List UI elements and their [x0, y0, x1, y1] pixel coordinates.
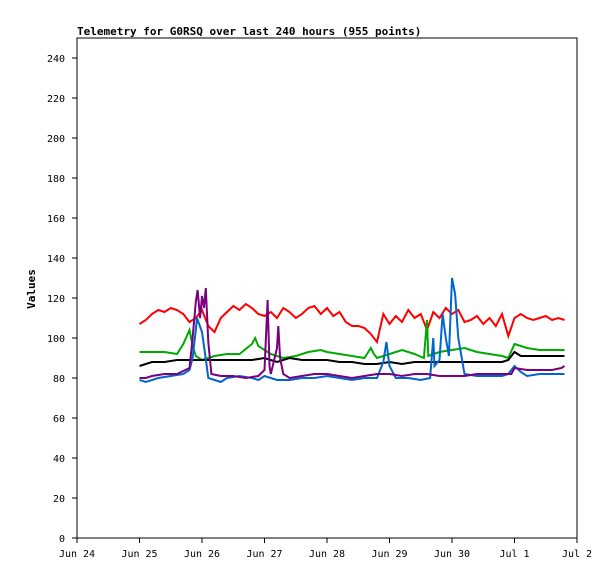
- y-tick-label: 80: [53, 374, 65, 385]
- y-tick-label: 120: [47, 294, 65, 305]
- series-lines: [138, 277, 566, 384]
- y-tick-label: 0: [59, 534, 65, 545]
- y-tick-label: 20: [53, 494, 65, 505]
- series-line-0: [138, 302, 565, 345]
- y-tick-label: 60: [53, 414, 65, 425]
- plot-frame: [76, 37, 578, 539]
- x-tick-label: Jun 28: [309, 549, 345, 560]
- y-tick-label: 240: [47, 54, 65, 65]
- x-tick-label: Jun 26: [184, 549, 220, 560]
- chart-title: Telemetry for G0RSQ over last 240 hours …: [77, 25, 421, 38]
- x-tick-label: Jun 24: [59, 549, 95, 560]
- series-line-3: [139, 277, 565, 384]
- y-tick-label: 180: [47, 174, 65, 185]
- y-tick-label: 140: [47, 254, 65, 265]
- x-tick-label: Jun 25: [121, 549, 157, 560]
- x-tick-label: Jul 1: [499, 549, 529, 560]
- x-axis-ticks: Jun 24 Jun 25 Jun 26 Jun 27 Jun 28 Jun 29 Jun …: [59, 538, 592, 560]
- y-tick-label: 160: [47, 214, 65, 225]
- y-tick-label: 40: [53, 454, 65, 465]
- x-tick-label: Jul 2: [562, 549, 592, 560]
- x-tick-label: Jun 30: [434, 549, 470, 560]
- y-tick-label: 200: [47, 134, 65, 145]
- series-line-2: [139, 350, 565, 367]
- series-line-4: [139, 287, 566, 380]
- x-tick-label: Jun 27: [246, 549, 282, 560]
- y-tick-label: 220: [47, 94, 65, 105]
- y-axis-label: Values: [25, 269, 38, 309]
- y-axis-ticks: 0 20 40 60 80 100 120 140 160 180 200 220 240: [47, 54, 77, 545]
- y-tick-label: 100: [47, 334, 65, 345]
- x-tick-label: Jun 29: [371, 549, 407, 560]
